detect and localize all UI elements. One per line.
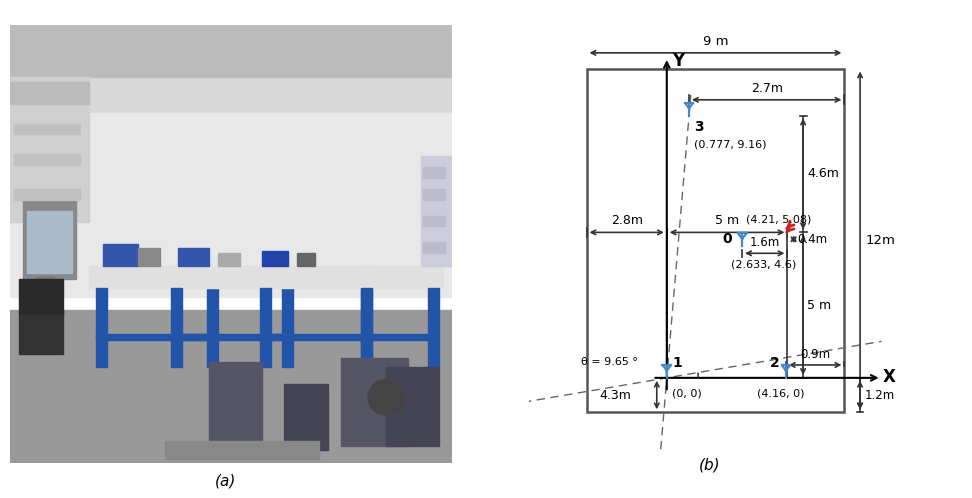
- Text: 4.6m: 4.6m: [808, 167, 839, 180]
- Bar: [253, 266, 377, 288]
- Text: 1.2m: 1.2m: [864, 388, 894, 401]
- Text: 0.4m: 0.4m: [797, 233, 827, 246]
- Text: (b): (b): [699, 457, 720, 472]
- Text: X: X: [883, 368, 896, 386]
- Bar: [178, 249, 209, 266]
- Bar: [171, 288, 182, 367]
- Text: (2.633, 4.6): (2.633, 4.6): [731, 259, 796, 269]
- Bar: [206, 288, 218, 367]
- Bar: [36, 277, 54, 292]
- Text: Y: Y: [673, 52, 684, 70]
- Bar: [164, 441, 319, 459]
- Bar: [341, 358, 408, 446]
- Bar: [218, 253, 240, 266]
- Bar: [355, 266, 443, 288]
- Bar: [103, 244, 138, 266]
- Text: 2: 2: [770, 356, 780, 370]
- Text: 0.9m: 0.9m: [800, 348, 830, 361]
- Text: 2.8m: 2.8m: [610, 214, 642, 227]
- Text: 1.6m: 1.6m: [749, 236, 780, 249]
- Bar: [171, 334, 282, 341]
- Text: 12m: 12m: [865, 234, 895, 247]
- Bar: [362, 334, 428, 341]
- Bar: [428, 288, 438, 367]
- Text: (0, 0): (0, 0): [672, 388, 702, 398]
- Bar: [10, 25, 452, 134]
- Bar: [282, 288, 293, 367]
- Text: (4.21, 5.08): (4.21, 5.08): [746, 214, 812, 225]
- Bar: [423, 216, 445, 227]
- Text: (4.16, 0): (4.16, 0): [757, 388, 805, 398]
- Text: 2.7m: 2.7m: [750, 82, 782, 95]
- Bar: [10, 25, 452, 78]
- Bar: [421, 156, 452, 266]
- Bar: [209, 363, 261, 441]
- Bar: [96, 334, 206, 341]
- Bar: [89, 266, 222, 288]
- Text: (a): (a): [215, 473, 236, 488]
- Bar: [260, 288, 270, 367]
- Bar: [164, 266, 297, 288]
- Text: 1: 1: [672, 356, 681, 370]
- Bar: [15, 154, 81, 165]
- Text: 0: 0: [722, 232, 732, 247]
- Bar: [362, 288, 372, 367]
- Bar: [10, 82, 89, 104]
- Bar: [423, 167, 445, 178]
- Bar: [362, 288, 372, 367]
- Text: 3: 3: [694, 121, 704, 134]
- Bar: [23, 200, 76, 279]
- Bar: [423, 189, 445, 200]
- Bar: [18, 279, 63, 314]
- Bar: [260, 334, 362, 341]
- Bar: [96, 288, 107, 367]
- Text: 5 m: 5 m: [808, 299, 831, 312]
- Bar: [15, 189, 81, 200]
- Bar: [587, 69, 845, 412]
- Text: 4.3m: 4.3m: [599, 388, 631, 401]
- Bar: [138, 249, 160, 266]
- Bar: [10, 113, 452, 297]
- Bar: [15, 124, 81, 134]
- Bar: [386, 367, 438, 446]
- Text: (0.777, 9.16): (0.777, 9.16): [694, 139, 767, 149]
- Text: 5 m: 5 m: [715, 214, 739, 227]
- Bar: [10, 310, 452, 463]
- Text: 9 m: 9 m: [703, 35, 728, 48]
- Bar: [284, 384, 329, 450]
- Circle shape: [368, 380, 403, 415]
- Bar: [297, 253, 315, 266]
- Bar: [18, 310, 63, 354]
- Bar: [10, 78, 89, 222]
- Text: θ = 9.65 °: θ = 9.65 °: [581, 357, 638, 367]
- Bar: [261, 250, 289, 266]
- Bar: [423, 242, 445, 253]
- Bar: [27, 211, 72, 272]
